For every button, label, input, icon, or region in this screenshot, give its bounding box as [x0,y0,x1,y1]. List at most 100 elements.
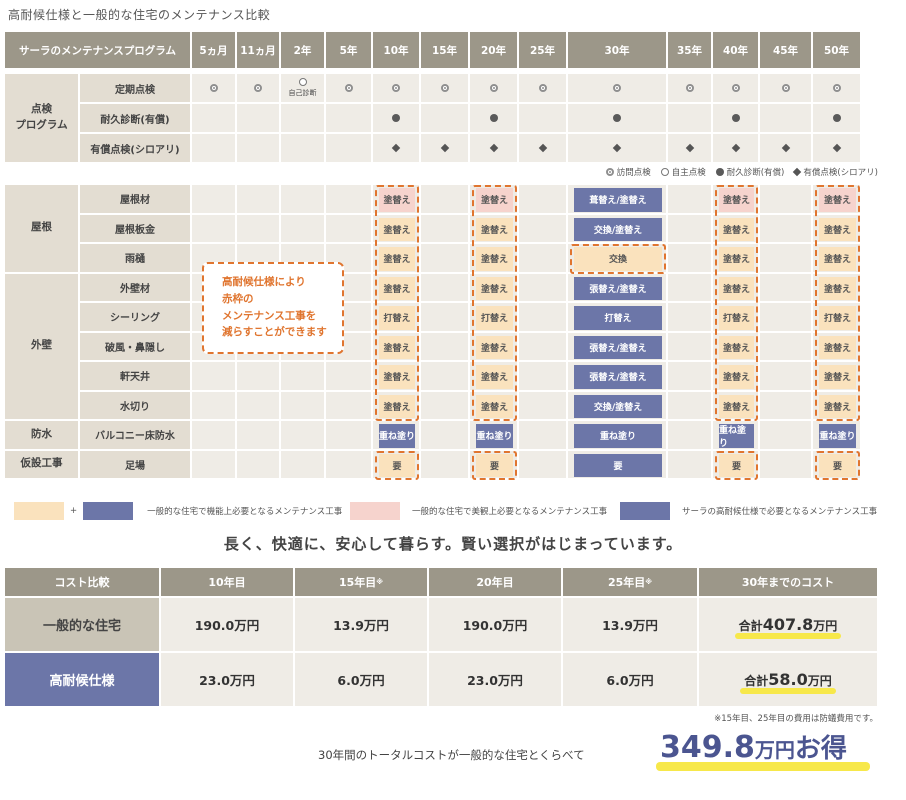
cost-header-label: コスト比較 [54,576,110,589]
program-cell [237,104,281,134]
maintenance-row-label: 屋根板金 [80,214,192,244]
year-header-cell: 25年 [519,32,568,70]
total-number: 58.0 [768,670,808,689]
work-cell: 打替え [476,306,513,330]
maintenance-cell [421,273,470,303]
maintenance-cell [281,362,326,392]
work-cell: 塗替え [719,247,754,271]
visit-inspection-icon [605,168,614,176]
paid-diagnosis-icon [489,114,498,122]
cost-header-label: 25年目 [607,576,646,589]
maintenance-cell [760,421,813,451]
inspection-legend: 訪問点検 自主点検 耐久診断(有償) 有償点検(シロアリ) [605,166,878,178]
visit-inspection-icon [344,84,353,92]
paid-diagnosis-icon [392,114,400,122]
work-cell: 要 [476,453,513,477]
cost-cell: 190.0万円 [161,598,295,653]
maintenance-cell [668,362,713,392]
work-cell: 交換 [574,247,662,271]
callout-line: 赤枠の [222,292,254,305]
cost-cell: 190.0万円 [429,598,563,653]
work-cell: 塗替え [379,188,415,212]
year-header-cell: 50年 [813,32,862,70]
termite-inspection-icon [832,143,841,153]
work-cell: 打替え [379,306,415,330]
maintenance-cell [668,421,713,451]
callout-line: 減らすことができます [222,326,327,339]
work-cell: 塗替え [379,217,415,241]
maintenance-cell [421,450,470,480]
year-header-cell: 2年 [281,32,326,70]
visit-inspection-icon [254,84,262,92]
cost-header-label: 10年目 [208,576,246,589]
work-cell: 要 [574,453,662,477]
maintenance-cell [760,244,813,274]
legend-sala-label: サーラの高耐候仕様で必要となるメンテナンス工事 [682,507,878,517]
maintenance-cell [237,421,281,451]
work-cell: 塗替え [379,394,415,418]
maintenance-cell [519,273,568,303]
maintenance-cell [668,244,713,274]
cost-row-high: 高耐候仕様 23.0万円 6.0万円 23.0万円 6.0万円 合計58.0万円 [5,653,877,708]
work-cell: 塗替え [476,365,513,389]
total-cell-general: 合計407.8万円 [699,598,877,653]
work-cell: 塗替え [379,335,415,359]
group-label-program: 点検 プログラム [5,74,80,164]
maintenance-cell [760,185,813,215]
maintenance-cell [421,185,470,215]
cost-row-general: 一般的な住宅 190.0万円 13.9万円 190.0万円 13.9万円 合計4… [5,598,877,653]
work-cell: 交換/塗替え [574,217,662,241]
program-cell [237,74,281,104]
program-cell: 自己診断 [281,74,326,104]
paid-diagnosis-icon [832,114,841,122]
termite-inspection-icon [391,143,401,153]
maintenance-cell [760,303,813,333]
program-cell [813,134,862,164]
maintenance-cell [421,362,470,392]
program-cell [760,74,813,104]
footnote-mark: ※ [645,578,653,586]
work-cell: 張替え/塗替え [574,335,662,359]
termite-inspection-icon [731,143,740,153]
callout-note: 高耐候仕様により 赤枠の メンテナンス工事を 減らすことができます [202,262,344,354]
total-high: 合計58.0万円 [740,670,836,694]
cost-header-row: コスト比較 10年目 15年目 ※ 20年目 25年目 ※ 30年までのコスト [5,568,877,598]
program-cell [326,134,373,164]
group-label: 防水 [5,421,80,451]
visit-inspection-icon [392,84,400,92]
work-cell: 塗替え [476,217,513,241]
maintenance-cell [760,391,813,421]
program-cell [813,104,862,134]
program-row: 有償点検(シロアリ) [80,134,906,164]
maintenance-cell [192,421,237,451]
cost-header-cell: 15年目 ※ [295,568,429,598]
work-cell: 張替え/塗替え [574,276,662,300]
maintenance-row-label: シーリング [80,303,192,333]
maintenance-cell [192,450,237,480]
year-header-cell: 10年 [373,32,421,70]
program-cell [326,104,373,134]
cost-header-cell: 30年までのコスト [699,568,877,598]
paid-diagnosis-icon [715,168,724,176]
maintenance-cell [326,362,373,392]
year-header-cell: 15年 [421,32,470,70]
total-prefix: 合計 [738,619,763,633]
maintenance-cell [421,214,470,244]
program-cell [373,134,421,164]
paid-diagnosis-icon [731,114,740,122]
work-cell: 塗替え [819,217,856,241]
cost-cell: 13.9万円 [295,598,429,653]
maintenance-cell [519,391,568,421]
work-cell: 塗替え [379,247,415,271]
termite-inspection-icon [793,167,802,177]
program-cell [713,134,760,164]
total-unit: 万円 [813,619,838,633]
self-diagnosis-note: 自己診断 [288,89,317,97]
maintenance-row-label: 屋根材 [80,185,192,215]
work-cell: 重ね塗り [379,424,415,448]
maintenance-cell [421,303,470,333]
year-header-cell: 35年 [668,32,713,70]
visit-inspection-icon [209,84,218,92]
maintenance-cell [421,391,470,421]
maintenance-cell [519,362,568,392]
